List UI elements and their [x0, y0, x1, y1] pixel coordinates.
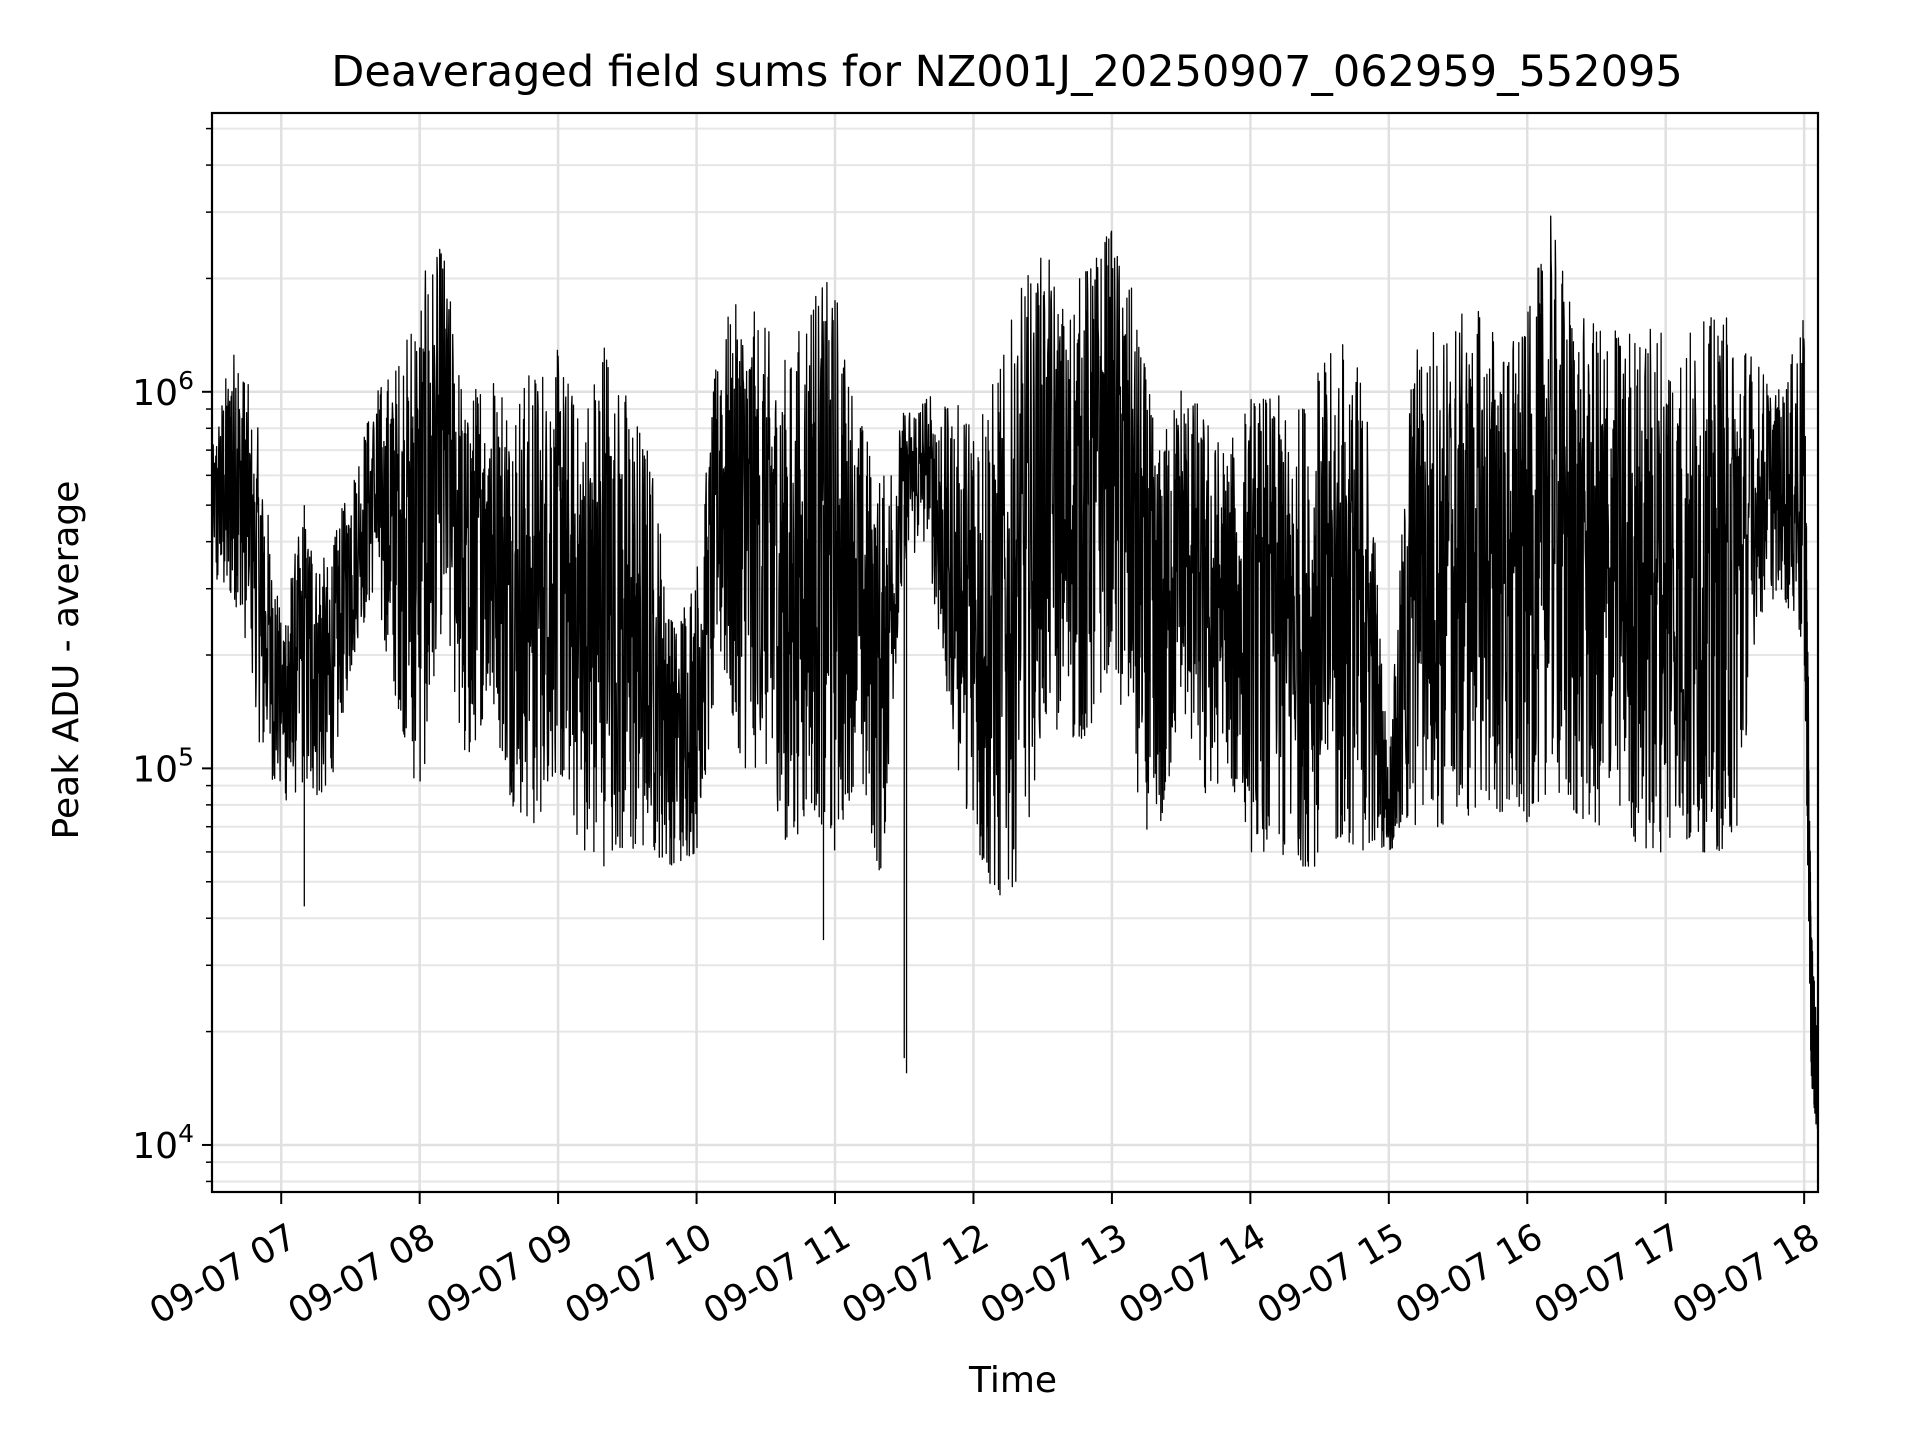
plot-frame: [210, 111, 1820, 1194]
data-series: [211, 215, 1819, 1146]
x-tick-label: 09-07 11: [697, 1216, 858, 1332]
series-line: [211, 215, 1819, 1146]
chart-title: Deaveraged field sums for NZ001J_2025090…: [331, 47, 1682, 97]
y-tick-label: 104: [132, 1119, 194, 1167]
x-tick-label: 09-07 13: [974, 1216, 1135, 1332]
x-tick-label: 09-07 14: [1112, 1216, 1273, 1332]
plot-axes: [210, 111, 1820, 1194]
y-tick-label: 105: [132, 742, 194, 790]
x-tick-label: 09-07 18: [1666, 1216, 1827, 1332]
x-tick-label: 09-07 08: [281, 1216, 442, 1332]
x-tick-label: 09-07 07: [143, 1216, 304, 1332]
x-tick-label: 09-07 16: [1389, 1216, 1550, 1332]
x-axis-label: Time: [968, 1360, 1057, 1401]
x-tick-label: 09-07 10: [558, 1216, 719, 1332]
x-tick-label: 09-07 09: [420, 1216, 581, 1332]
x-tick-label: 09-07 17: [1528, 1216, 1689, 1332]
x-tick-label: 09-07 15: [1251, 1216, 1412, 1332]
x-tick-label: 09-07 12: [835, 1216, 996, 1332]
y-axis-ticks: 104 105 106: [132, 127, 212, 1183]
y-tick-label: 106: [132, 366, 194, 414]
y-axis-label: Peak ADU - average: [46, 481, 87, 840]
